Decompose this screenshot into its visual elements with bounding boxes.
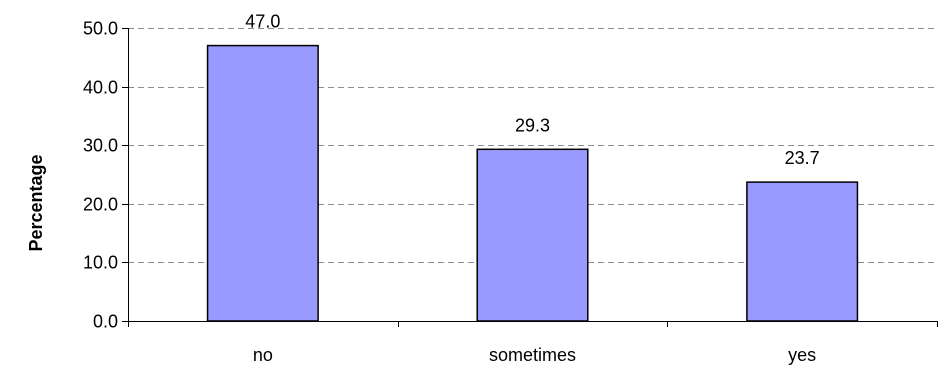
y-tick-label: 10.0 [83,253,118,273]
data-label-yes: 23.7 [785,148,820,168]
y-tick-label: 30.0 [83,136,118,156]
y-tick-label: 50.0 [83,19,118,39]
axes [122,28,938,327]
data-label-sometimes: 29.3 [515,115,550,135]
y-tick-label: 20.0 [83,195,118,215]
y-axis-label: Percentage [26,154,46,251]
bar-sometimes [476,148,589,322]
x-tick-label-sometimes: sometimes [489,345,576,365]
y-tick-label: 40.0 [83,78,118,98]
bars [206,44,859,322]
y-tick-label: 0.0 [93,312,118,332]
x-tick-label-yes: yes [788,345,816,365]
data-label-no: 47.0 [245,12,280,32]
x-tick-label-no: no [253,345,273,365]
data-labels: 47.0 29.3 23.7 [245,12,819,169]
bar-yes [746,181,859,322]
bar-no [206,44,319,322]
tick-labels: no sometimes yes 0.0 10.0 20.0 30.0 40.0 50.0 [83,19,816,366]
